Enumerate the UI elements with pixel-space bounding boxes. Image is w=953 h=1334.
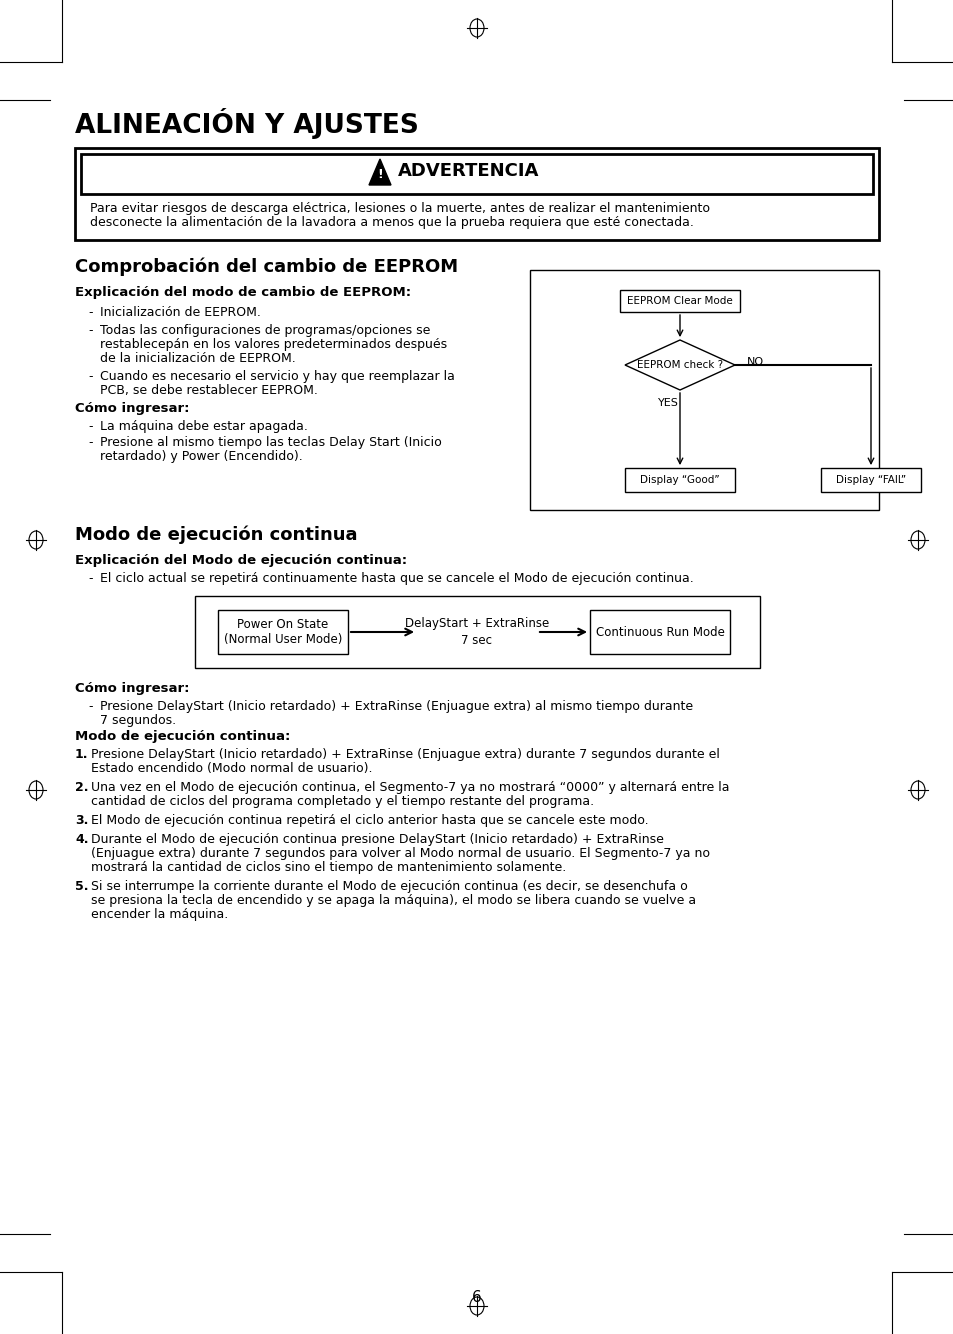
Text: ADVERTENCIA: ADVERTENCIA xyxy=(397,161,538,180)
Text: Power On State: Power On State xyxy=(237,618,328,631)
Text: Display “FAIL”: Display “FAIL” xyxy=(835,475,905,486)
Text: Explicación del Modo de ejecución continua:: Explicación del Modo de ejecución contin… xyxy=(75,554,407,567)
Text: 3.: 3. xyxy=(75,814,89,827)
Bar xyxy=(619,289,740,312)
Text: 5.: 5. xyxy=(75,880,89,892)
Text: -: - xyxy=(88,436,92,450)
Text: Todas las configuraciones de programas/opciones se: Todas las configuraciones de programas/o… xyxy=(100,324,430,338)
Text: EEPROM Clear Mode: EEPROM Clear Mode xyxy=(626,296,732,305)
Text: encender la máquina.: encender la máquina. xyxy=(91,908,228,920)
Text: DelayStart + ExtraRinse: DelayStart + ExtraRinse xyxy=(404,618,549,631)
Polygon shape xyxy=(369,159,391,185)
Text: cantidad de ciclos del programa completado y el tiempo restante del programa.: cantidad de ciclos del programa completa… xyxy=(91,795,594,808)
Text: restablecерán en los valores predeterminados después: restablecерán en los valores predetermin… xyxy=(100,338,447,351)
Text: Presione DelayStart (Inicio retardado) + ExtraRinse (Enjuague extra) al mismo ti: Presione DelayStart (Inicio retardado) +… xyxy=(100,700,693,712)
Text: 2.: 2. xyxy=(75,780,89,794)
Text: Presione DelayStart (Inicio retardado) + ExtraRinse (Enjuague extra) durante 7 s: Presione DelayStart (Inicio retardado) +… xyxy=(91,748,720,760)
Bar xyxy=(218,610,348,654)
Text: Si se interrumpe la corriente durante el Modo de ejecución continua (es decir, s: Si se interrumpe la corriente durante el… xyxy=(91,880,687,892)
Text: El Modo de ejecución continua repetirá el ciclo anterior hasta que se cancele es: El Modo de ejecución continua repetirá e… xyxy=(91,814,648,827)
Text: 7 segundos.: 7 segundos. xyxy=(100,714,176,727)
Text: Cómo ingresar:: Cómo ingresar: xyxy=(75,682,190,695)
Text: retardado) y Power (Encendido).: retardado) y Power (Encendido). xyxy=(100,450,302,463)
Text: -: - xyxy=(88,324,92,338)
Text: 1.: 1. xyxy=(75,748,89,760)
Polygon shape xyxy=(624,340,734,390)
Text: !: ! xyxy=(376,168,382,181)
Text: Presione al mismo tiempo las teclas Delay Start (Inicio: Presione al mismo tiempo las teclas Dela… xyxy=(100,436,441,450)
Text: YES: YES xyxy=(658,398,679,408)
Text: NO: NO xyxy=(746,358,763,367)
Text: El ciclo actual se repetirá continuamente hasta que se cancele el Modo de ejecuc: El ciclo actual se repetirá continuament… xyxy=(100,572,693,586)
Text: -: - xyxy=(88,370,92,383)
Bar xyxy=(624,468,734,492)
Text: de la inicialización de EEPROM.: de la inicialización de EEPROM. xyxy=(100,352,295,366)
Bar xyxy=(194,596,760,668)
Text: mostrará la cantidad de ciclos sino el tiempo de mantenimiento solamente.: mostrará la cantidad de ciclos sino el t… xyxy=(91,860,566,874)
Text: Display “Good”: Display “Good” xyxy=(639,475,720,486)
Text: 4.: 4. xyxy=(75,832,89,846)
Text: EEPROM check ?: EEPROM check ? xyxy=(637,360,722,370)
Text: Cuando es necesario el servicio y hay que reemplazar la: Cuando es necesario el servicio y hay qu… xyxy=(100,370,455,383)
Text: -: - xyxy=(88,420,92,434)
Text: (Enjuague extra) durante 7 segundos para volver al Modo normal de usuario. El Se: (Enjuague extra) durante 7 segundos para… xyxy=(91,847,709,860)
Bar xyxy=(530,269,878,510)
Text: Explicación del modo de cambio de EEPROM:: Explicación del modo de cambio de EEPROM… xyxy=(75,285,411,299)
Text: Inicialización de EEPROM.: Inicialización de EEPROM. xyxy=(100,305,260,319)
Text: Modo de ejecución continua: Modo de ejecución continua xyxy=(75,526,357,544)
Text: -: - xyxy=(88,700,92,712)
Bar xyxy=(821,468,920,492)
Text: (Normal User Mode): (Normal User Mode) xyxy=(224,634,342,647)
Text: Modo de ejecución continua:: Modo de ejecución continua: xyxy=(75,730,290,743)
Text: La máquina debe estar apagada.: La máquina debe estar apagada. xyxy=(100,420,308,434)
Bar xyxy=(81,153,872,193)
Text: Una vez en el Modo de ejecución continua, el Segmento-7 ya no mostrará “0000” y : Una vez en el Modo de ejecución continua… xyxy=(91,780,729,794)
Text: Continuous Run Mode: Continuous Run Mode xyxy=(595,626,723,639)
Text: se presiona la tecla de encendido y se apaga la máquina), el modo se libera cuan: se presiona la tecla de encendido y se a… xyxy=(91,894,696,907)
Text: -: - xyxy=(88,572,92,586)
Text: -: - xyxy=(88,305,92,319)
Text: Estado encendido (Modo normal de usuario).: Estado encendido (Modo normal de usuario… xyxy=(91,762,372,775)
Text: 7 sec: 7 sec xyxy=(461,634,492,647)
Text: Durante el Modo de ejecución continua presione DelayStart (Inicio retardado) + E: Durante el Modo de ejecución continua pr… xyxy=(91,832,663,846)
Text: Cómo ingresar:: Cómo ingresar: xyxy=(75,402,190,415)
Bar xyxy=(589,610,729,654)
Text: desconecte la alimentación de la lavadora a menos que la prueba requiera que est: desconecte la alimentación de la lavador… xyxy=(90,216,693,229)
Text: 6: 6 xyxy=(472,1290,481,1305)
Text: Comprobación del cambio de EEPROM: Comprobación del cambio de EEPROM xyxy=(75,257,457,276)
Bar xyxy=(75,148,878,240)
Text: PCB, se debe restablecer EEPROM.: PCB, se debe restablecer EEPROM. xyxy=(100,384,317,398)
Text: Para evitar riesgos de descarga eléctrica, lesiones o la muerte, antes de realiz: Para evitar riesgos de descarga eléctric… xyxy=(90,201,709,215)
Text: ALINEACIÓN Y AJUSTES: ALINEACIÓN Y AJUSTES xyxy=(75,108,418,139)
